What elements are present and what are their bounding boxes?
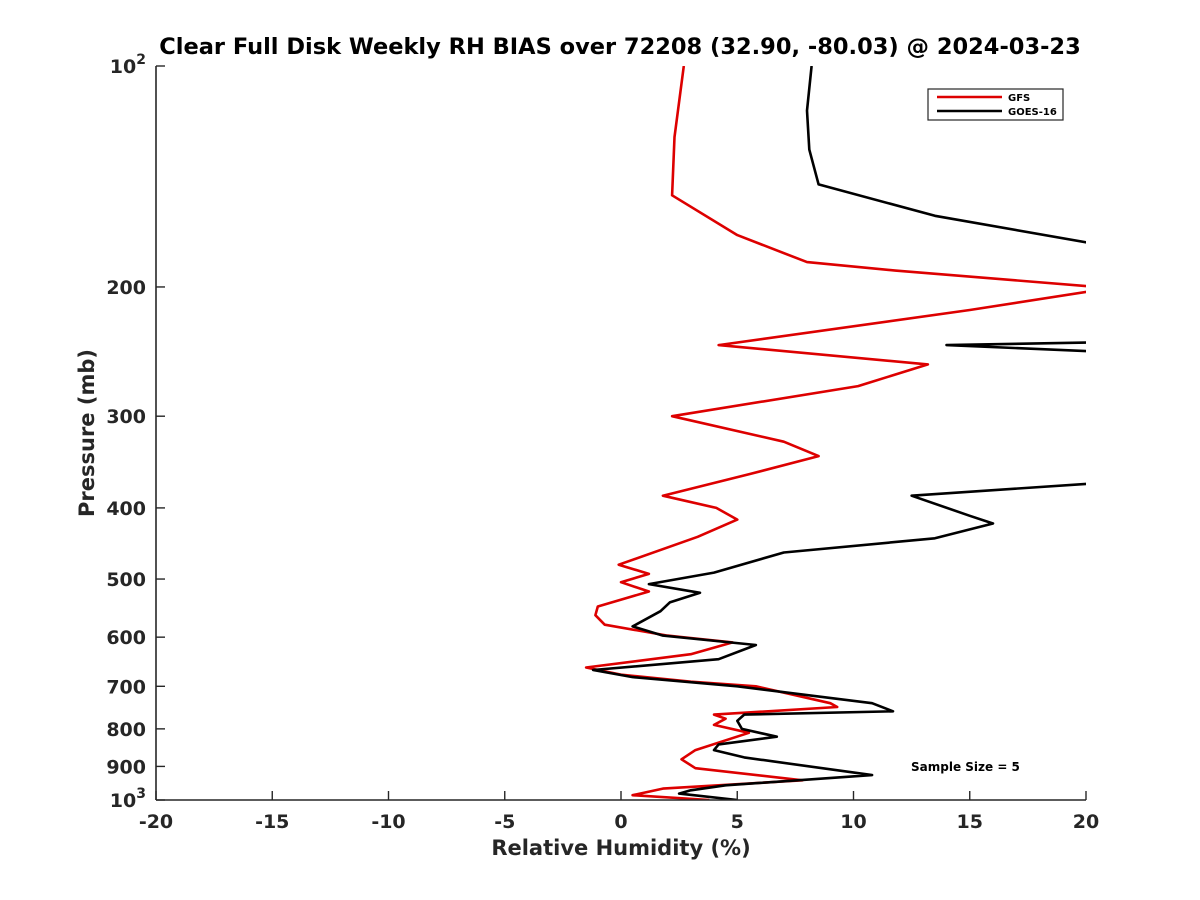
y-tick-label: 700	[106, 676, 146, 698]
x-axis-ticks: -20 -15 -10 -5 0 5 10 15 20	[139, 791, 1099, 833]
y-tick-exponent: 3	[136, 786, 146, 802]
y-tick-label: 300	[106, 406, 146, 428]
x-axis-label: Relative Humidity (%)	[491, 836, 750, 860]
y-tick-label: 400	[106, 498, 146, 520]
x-tick-label: 20	[1073, 811, 1099, 833]
y-tick-base: 200	[106, 277, 146, 299]
y-tick-label: 200	[106, 277, 146, 299]
series-layer	[584, 66, 1086, 800]
x-tick-label: 5	[731, 811, 744, 833]
y-tick-label: 600	[106, 627, 146, 649]
y-axis-label: Pressure (mb)	[75, 349, 99, 517]
legend: GFS GOES-16	[927, 88, 1064, 121]
legend-label: GOES-16	[1008, 107, 1057, 118]
sample-size-annotation: Sample Size = 5	[911, 760, 1020, 774]
y-tick-base: 600	[106, 627, 146, 649]
chart-title: Clear Full Disk Weekly RH BIAS over 7220…	[159, 34, 1081, 60]
y-tick-label: 900	[106, 756, 146, 778]
x-tick-label: -20	[139, 811, 173, 833]
y-tick-label: 102	[110, 52, 146, 78]
y-tick-base: 800	[106, 719, 146, 741]
y-tick-base: 500	[106, 569, 146, 591]
y-tick-exponent: 2	[136, 52, 146, 68]
y-tick-base: 400	[106, 498, 146, 520]
series-line-gfs	[584, 66, 1086, 800]
y-tick-label: 103	[110, 786, 146, 812]
legend-label: GFS	[1008, 93, 1030, 104]
x-tick-label: -10	[371, 811, 405, 833]
y-tick-label: 800	[106, 719, 146, 741]
x-tick-label: 15	[957, 811, 983, 833]
x-tick-label: -15	[255, 811, 289, 833]
series-line-goes-16	[591, 66, 1086, 800]
legend-box	[927, 88, 1064, 121]
y-tick-base: 900	[106, 756, 146, 778]
y-tick-base: 10	[110, 56, 136, 78]
x-tick-label: -5	[494, 811, 515, 833]
x-tick-label: 0	[614, 811, 627, 833]
x-tick-label: 10	[840, 811, 866, 833]
y-tick-label: 500	[106, 569, 146, 591]
y-tick-base: 700	[106, 676, 146, 698]
y-tick-base: 10	[110, 790, 136, 812]
y-tick-base: 300	[106, 406, 146, 428]
